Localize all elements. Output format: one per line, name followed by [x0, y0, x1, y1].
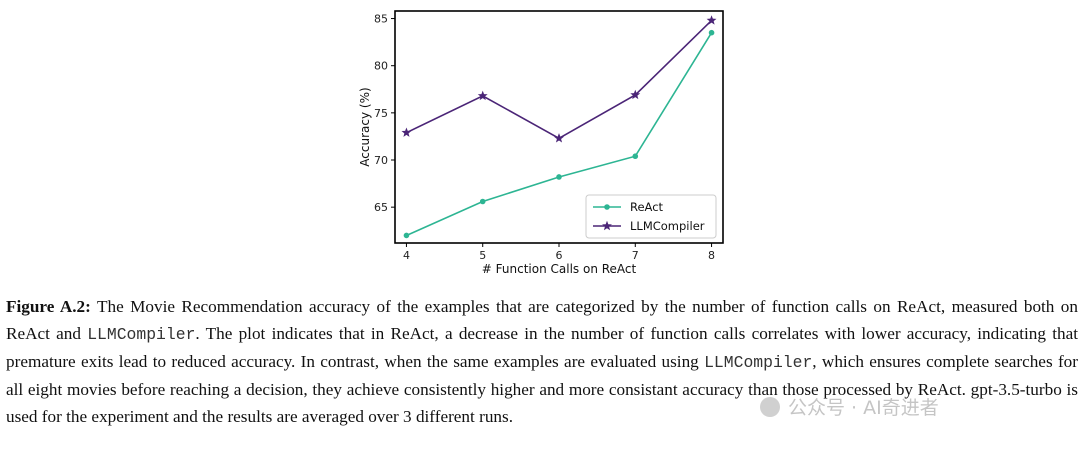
data-point-llmcompiler [554, 133, 564, 143]
x-tick-label: 7 [632, 249, 639, 262]
legend-marker [604, 204, 610, 210]
data-point-react [479, 198, 486, 205]
watermark: 公众号 · AI奇进者 [760, 393, 939, 420]
y-tick-label: 70 [374, 154, 388, 167]
caption-code-2: LLMCompiler [704, 353, 813, 372]
y-tick-label: 85 [374, 13, 388, 26]
figure-caption: Figure A.2: The Movie Recommendation acc… [6, 293, 1078, 430]
line-chart: 4 5 6 7 8 65 70 75 80 85 # Function Calls on ReAct… [358, 10, 724, 276]
data-point-llmcompiler [706, 15, 717, 25]
legend-box [585, 194, 717, 239]
y-tick-label: 75 [374, 107, 388, 120]
x-tick-label: 6 [556, 249, 563, 262]
legend-marker [602, 220, 612, 231]
data-point-react [708, 29, 715, 36]
caption-text-3: , which ensures complete searches for al… [6, 352, 1078, 426]
caption-label: Figure A.2: [6, 297, 91, 316]
plot-area: 4 5 6 7 8 65 70 75 80 85 # Function Calls on ReAct… [358, 10, 724, 276]
data-point-llmcompiler [630, 89, 641, 100]
data-point-react [403, 232, 410, 239]
y-tick-label: 80 [374, 60, 388, 73]
data-point-react [632, 153, 639, 160]
caption-code-1: LLMCompiler [87, 325, 196, 344]
data-point-react [556, 174, 562, 180]
legend-label: ReAct [630, 200, 664, 214]
data-point-llmcompiler [477, 90, 488, 101]
x-tick-label: 8 [708, 249, 715, 262]
series-line-llmcompiler [406, 19, 713, 140]
caption-text-1: The Movie Recommendation accuracy of the… [6, 297, 1078, 343]
caption-text-2: . The plot indicates that in ReAct, a de… [6, 324, 1078, 371]
data-point-llmcompiler [401, 127, 412, 137]
x-tick-label: 5 [479, 249, 486, 262]
y-axis-label: Accuracy (%) [358, 87, 372, 166]
x-axis-label: # Function Calls on ReAct [482, 262, 637, 276]
watermark-text: 公众号 · AI奇进者 [788, 397, 939, 419]
wechat-icon [760, 397, 780, 417]
x-tick-label: 4 [403, 249, 410, 262]
y-tick-label: 65 [374, 201, 388, 214]
legend-label: LLMCompiler [630, 219, 705, 233]
